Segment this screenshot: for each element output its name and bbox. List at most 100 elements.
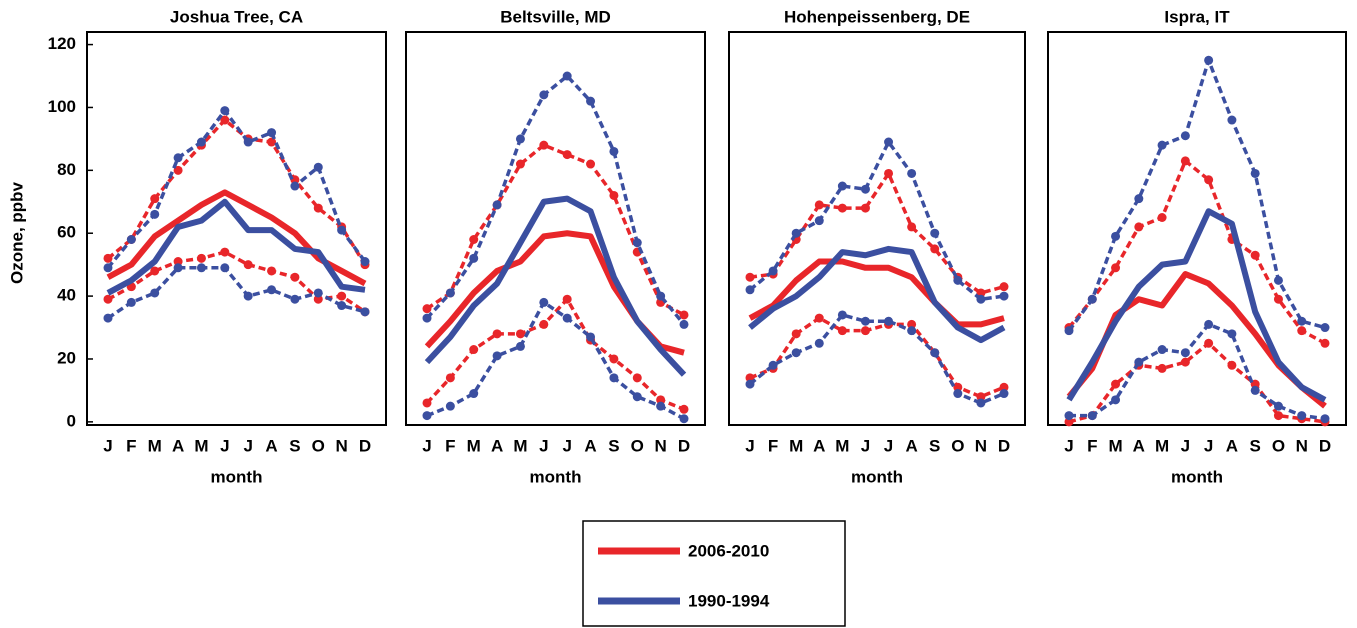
range-line <box>106 118 367 266</box>
point <box>1204 175 1214 185</box>
x-tick-label: J <box>422 436 431 455</box>
range-line <box>749 171 1005 295</box>
point <box>1227 329 1237 339</box>
point <box>243 260 253 270</box>
point <box>791 228 801 238</box>
x-tick-label: J <box>861 436 870 455</box>
x-tick-label: D <box>678 436 690 455</box>
point <box>745 379 755 389</box>
x-tick-label: J <box>745 436 754 455</box>
point <box>609 373 619 383</box>
range-line <box>1068 341 1326 424</box>
x-tick-label: M <box>1155 436 1169 455</box>
y-tick-label: 20 <box>57 348 76 367</box>
point <box>445 288 455 298</box>
point <box>976 398 986 408</box>
x-axis-label: month <box>1171 467 1223 486</box>
x-tick-label: J <box>103 436 112 455</box>
x-tick-label: S <box>929 436 940 455</box>
point <box>196 137 206 147</box>
point <box>976 294 986 304</box>
point <box>150 288 160 298</box>
point <box>1157 212 1167 222</box>
point <box>539 140 549 150</box>
x-tick-label: D <box>359 436 371 455</box>
point <box>220 263 230 273</box>
point <box>656 395 666 405</box>
point <box>1064 411 1074 421</box>
point <box>1297 411 1307 421</box>
plot-frame <box>405 31 706 426</box>
point <box>267 285 277 295</box>
point <box>313 288 323 298</box>
point <box>860 203 870 213</box>
y-axis-label: Ozone, ppbv <box>7 181 26 284</box>
point <box>290 272 300 282</box>
x-tick-label: M <box>467 436 481 455</box>
point <box>1250 250 1260 260</box>
range-line <box>1067 58 1326 332</box>
point <box>814 200 824 210</box>
point <box>1180 156 1190 166</box>
point <box>290 181 300 191</box>
x-tick-label: O <box>631 436 644 455</box>
point <box>1180 348 1190 358</box>
x-tick-label: A <box>265 436 277 455</box>
x-tick-label: M <box>148 436 162 455</box>
point <box>220 115 230 125</box>
x-tick-label: S <box>289 436 300 455</box>
point <box>422 398 432 408</box>
point <box>884 316 894 326</box>
point <box>515 329 525 339</box>
point <box>679 414 689 424</box>
point <box>814 216 824 226</box>
point <box>768 360 778 370</box>
x-tick-label: F <box>768 436 778 455</box>
point <box>539 297 549 307</box>
point <box>445 401 455 411</box>
point <box>492 329 502 339</box>
x-tick-label: M <box>194 436 208 455</box>
point <box>632 373 642 383</box>
point <box>768 266 778 276</box>
point <box>337 291 347 301</box>
x-tick-label: J <box>1204 436 1213 455</box>
point <box>220 247 230 257</box>
point <box>267 266 277 276</box>
point <box>1320 338 1330 348</box>
point <box>907 222 917 232</box>
x-tick-label: N <box>654 436 666 455</box>
range-line <box>425 74 686 326</box>
x-tick-label: N <box>335 436 347 455</box>
point <box>1157 363 1167 373</box>
point <box>492 200 502 210</box>
point <box>907 326 917 336</box>
point <box>679 319 689 329</box>
point <box>745 285 755 295</box>
x-axis-label: month <box>211 467 263 486</box>
point <box>360 257 370 267</box>
point <box>1087 294 1097 304</box>
point <box>953 382 963 392</box>
x-tick-label: J <box>220 436 229 455</box>
x-tick-label: M <box>789 436 803 455</box>
point <box>562 71 572 81</box>
y-tick-label: 120 <box>48 34 76 53</box>
panel-title: Hohenpeissenberg, DE <box>784 7 970 26</box>
point <box>791 329 801 339</box>
point <box>422 304 432 314</box>
point <box>220 106 230 116</box>
x-tick-label: A <box>491 436 503 455</box>
point <box>1134 194 1144 204</box>
point <box>1297 316 1307 326</box>
x-tick-label: A <box>172 436 184 455</box>
median-line <box>748 245 1006 344</box>
point <box>837 326 847 336</box>
y-tick-label: 60 <box>57 223 76 242</box>
x-tick-label: A <box>1226 436 1238 455</box>
point <box>562 313 572 323</box>
point <box>953 275 963 285</box>
point <box>1273 275 1283 285</box>
x-axis-label: month <box>851 467 903 486</box>
